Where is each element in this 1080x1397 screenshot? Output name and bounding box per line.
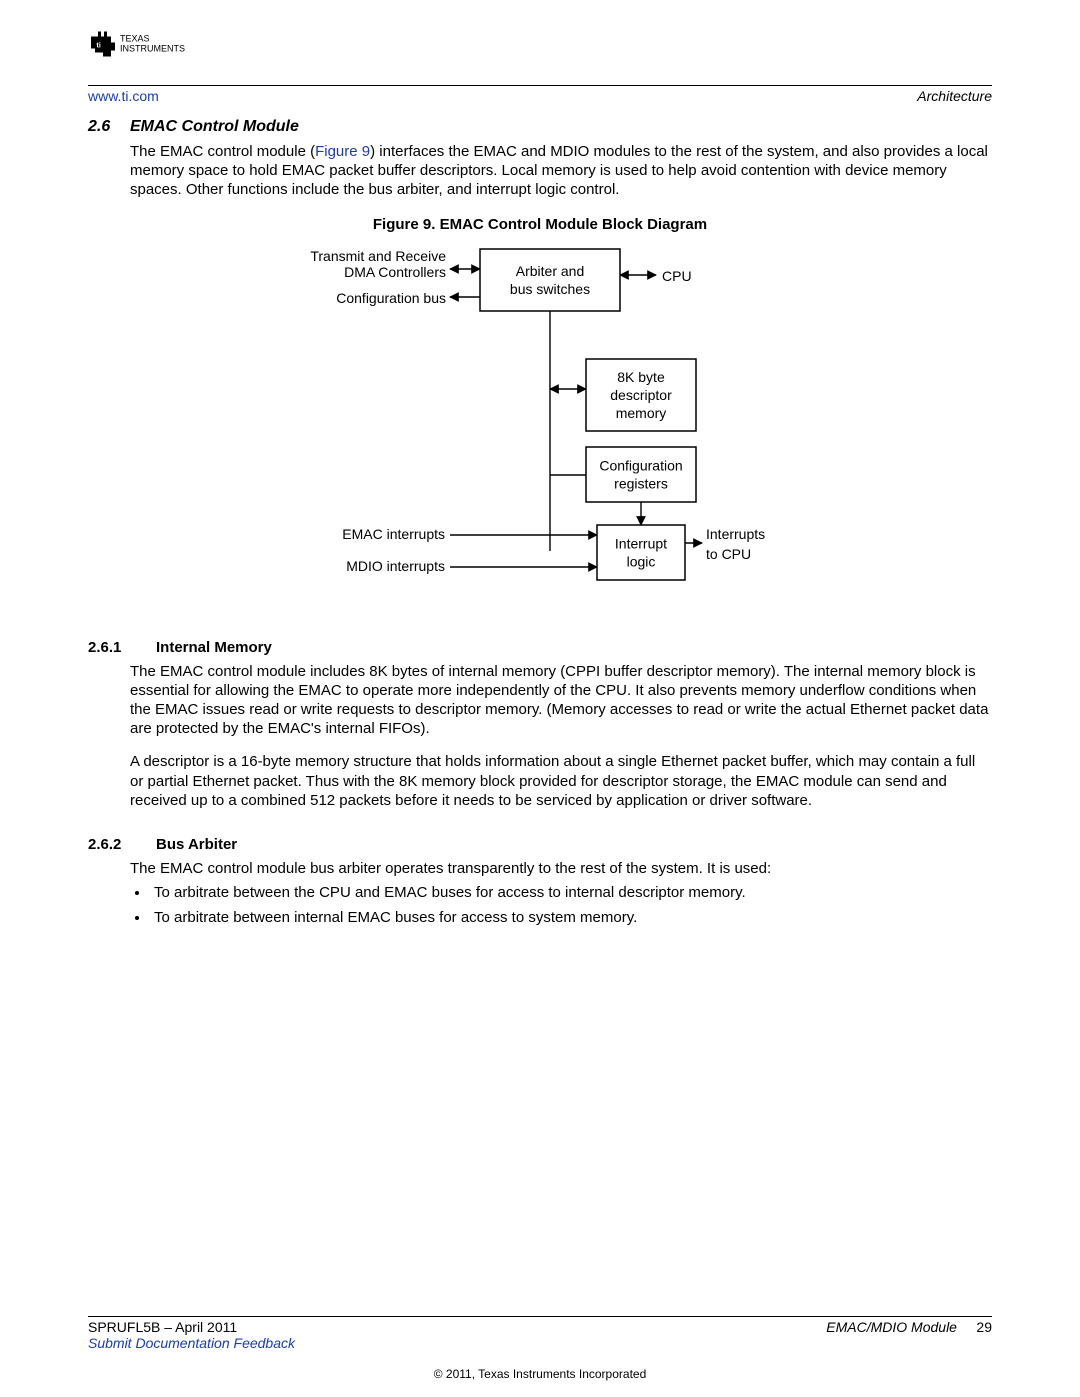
svg-text:Configuration: Configuration: [599, 457, 682, 473]
svg-text:8K byte: 8K byte: [617, 369, 665, 385]
subsection-title: Bus Arbiter: [156, 836, 237, 853]
feedback-link[interactable]: Submit Documentation Feedback: [88, 1335, 295, 1351]
logo-text-bottom: INSTRUMENTS: [120, 44, 185, 54]
intro-pre: The EMAC control module (: [130, 143, 315, 160]
svg-text:Interrupts: Interrupts: [706, 526, 765, 542]
page-footer: SPRUFL5B – April 2011 EMAC/MDIO Module 2…: [88, 1316, 992, 1353]
svg-text:to CPU: to CPU: [706, 546, 751, 562]
bullet-list: To arbitrate between the CPU and EMAC bu…: [130, 882, 992, 929]
svg-text:Interrupt: Interrupt: [615, 535, 667, 551]
figure-link[interactable]: Figure 9: [315, 143, 370, 160]
section-intro: The EMAC control module (Figure 9) inter…: [130, 142, 992, 200]
subsection-heading: 2.6.2Bus Arbiter: [88, 836, 992, 853]
subsection-title: Internal Memory: [156, 639, 272, 656]
header-url[interactable]: www.ti.com: [88, 88, 159, 104]
svg-text:MDIO interrupts: MDIO interrupts: [346, 558, 445, 574]
figure-caption: Figure 9. EMAC Control Module Block Diag…: [88, 216, 992, 233]
svg-text:Configuration bus: Configuration bus: [336, 290, 446, 306]
svg-text:ti: ti: [97, 43, 101, 50]
svg-text:DMA Controllers: DMA Controllers: [344, 264, 446, 280]
page-header: www.ti.com Architecture: [88, 85, 992, 104]
paragraph: A descriptor is a 16-byte memory structu…: [130, 752, 992, 810]
copyright: © 2011, Texas Instruments Incorporated: [0, 1367, 1080, 1381]
subsection-heading: 2.6.1Internal Memory: [88, 639, 992, 656]
svg-text:registers: registers: [614, 475, 668, 491]
list-item: To arbitrate between the CPU and EMAC bu…: [150, 882, 992, 905]
svg-text:CPU: CPU: [662, 268, 692, 284]
section-heading: 2.6EMAC Control Module: [88, 118, 992, 136]
svg-text:EMAC interrupts: EMAC interrupts: [342, 526, 445, 542]
header-section: Architecture: [917, 88, 992, 104]
ti-logo-icon: ti TEXAS INSTRUMENTS: [88, 25, 228, 65]
svg-text:descriptor: descriptor: [610, 387, 672, 403]
figure-diagram: Arbiter and bus switches 8K byte descriptor…: [88, 239, 992, 589]
paragraph: The EMAC control module bus arbiter oper…: [130, 859, 992, 878]
section-title: EMAC Control Module: [130, 118, 299, 135]
svg-text:Arbiter and: Arbiter and: [516, 263, 584, 279]
svg-text:Transmit and Receive: Transmit and Receive: [310, 248, 446, 264]
logo: ti TEXAS INSTRUMENTS: [88, 25, 992, 65]
subsection-num: 2.6.1: [88, 639, 156, 656]
list-item: To arbitrate between internal EMAC buses…: [150, 907, 992, 930]
section-num: 2.6: [88, 118, 130, 136]
footer-module: EMAC/MDIO Module: [826, 1319, 957, 1335]
paragraph: The EMAC control module includes 8K byte…: [130, 662, 992, 739]
svg-text:bus switches: bus switches: [510, 281, 590, 297]
subsection-num: 2.6.2: [88, 836, 156, 853]
page-number: 29: [976, 1319, 992, 1335]
logo-text-top: TEXAS: [120, 34, 150, 44]
svg-text:memory: memory: [616, 405, 667, 421]
svg-text:logic: logic: [627, 553, 656, 569]
footer-docid: SPRUFL5B – April 2011: [88, 1319, 237, 1335]
